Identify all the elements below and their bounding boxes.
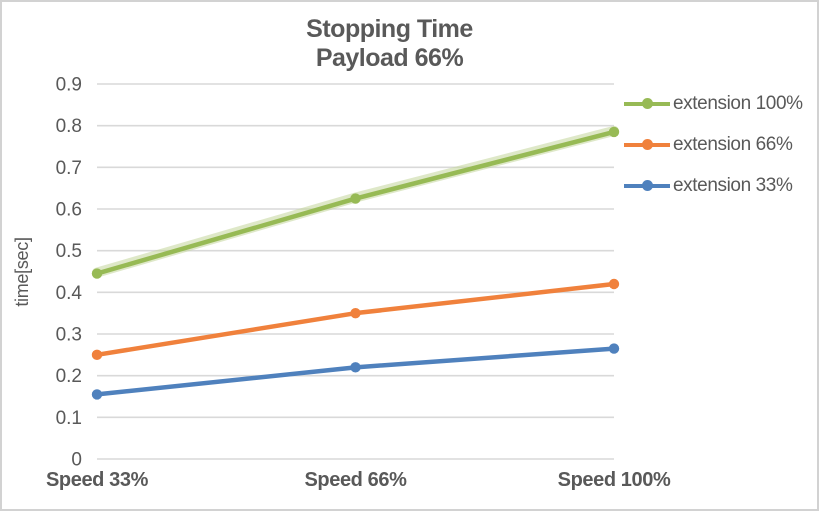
y-tick-label: 0.7 [56,158,82,179]
legend-line-marker-icon [624,98,670,109]
data-point-marker[interactable] [91,268,103,279]
legend: extension 100% extension 66% extension 33% [624,83,817,206]
chart-title-line2: Payload 66% [315,44,464,72]
legend-item-extension-66-[interactable]: extension 66% [624,124,817,165]
x-category-label: Speed 100% [558,469,671,491]
y-tick-label: 0.2 [56,366,82,387]
y-tick-label: 0.3 [56,325,82,346]
data-point-marker[interactable] [608,126,620,138]
y-tick-label: 0.4 [56,283,83,304]
legend-label: extension 66% [673,133,793,155]
y-tick-label: 0.6 [56,200,82,221]
legend-dot-icon [642,180,653,191]
legend-dot-icon [642,98,653,109]
x-category-label: Speed 66% [304,469,407,491]
y-tick-label: 0.5 [56,241,82,262]
data-point-marker[interactable] [350,307,361,319]
x-category-label: Speed 33% [46,469,149,491]
legend-label: extension 100% [673,92,803,114]
legend-item-extension-100-[interactable]: extension 100% [624,83,817,124]
chart-title-line1: Stopping Time [306,15,473,43]
data-point-marker[interactable] [350,193,361,204]
series-line-extension-66-[interactable] [94,281,617,358]
data-point-marker[interactable] [91,349,103,361]
y-tick-label: 0.8 [56,116,82,137]
data-point-marker[interactable] [608,343,620,354]
y-tick-label: 0.9 [56,75,82,96]
legend-dot-icon [642,139,653,150]
data-point-marker[interactable] [608,278,620,290]
legend-line-marker-icon [624,139,670,150]
data-point-marker[interactable] [350,362,361,373]
legend-line-marker-icon [624,180,670,191]
legend-label: extension 33% [673,174,793,196]
y-tick-label: 0.1 [56,408,82,429]
data-point-marker[interactable] [91,389,103,400]
y-tick-label: 0 [71,450,82,471]
legend-item-extension-33-[interactable]: extension 33% [624,165,817,206]
chart-title: Stopping Time Payload 66% [97,15,682,73]
